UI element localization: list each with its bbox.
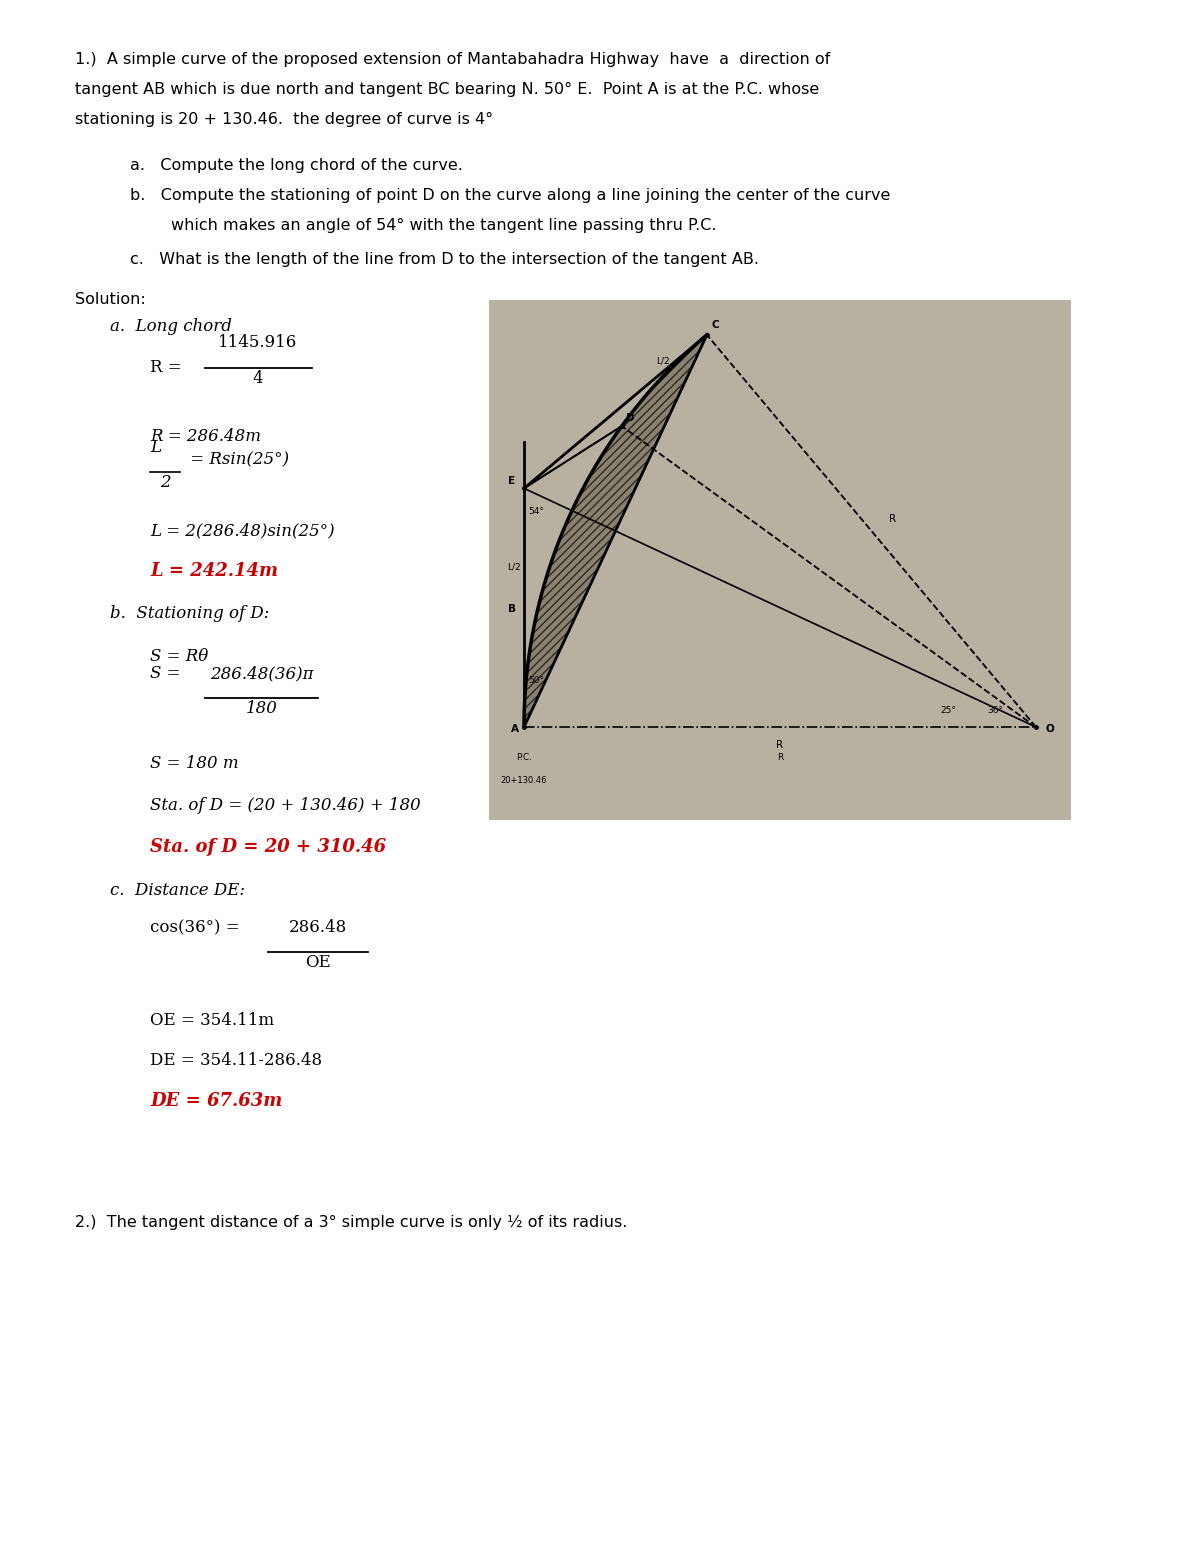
Text: stationing is 20 + 130.46.  the degree of curve is 4°: stationing is 20 + 130.46. the degree of… xyxy=(74,112,493,127)
Text: R: R xyxy=(776,739,784,750)
Text: O: O xyxy=(1045,724,1054,733)
Polygon shape xyxy=(524,335,707,727)
Text: 2: 2 xyxy=(160,474,170,491)
Text: OE: OE xyxy=(305,954,331,971)
Text: tangent AB which is due north and tangent BC bearing N. 50° E.  Point A is at th: tangent AB which is due north and tangen… xyxy=(74,82,820,96)
Text: DE = 354.11-286.48: DE = 354.11-286.48 xyxy=(150,1051,322,1068)
Text: c.   What is the length of the line from D to the intersection of the tangent AB: c. What is the length of the line from D… xyxy=(130,252,760,267)
Text: 20+130.46: 20+130.46 xyxy=(500,776,547,784)
Text: which makes an angle of 54° with the tangent line passing thru P.C.: which makes an angle of 54° with the tan… xyxy=(130,217,716,233)
Text: 4: 4 xyxy=(253,370,263,387)
Text: D: D xyxy=(626,413,635,424)
Text: L/2: L/2 xyxy=(656,357,670,365)
Text: S = 180 m: S = 180 m xyxy=(150,755,239,772)
Text: B: B xyxy=(508,604,516,615)
Text: b.  Stationing of D:: b. Stationing of D: xyxy=(110,606,269,623)
Text: C: C xyxy=(712,320,719,329)
Text: a.  Long chord: a. Long chord xyxy=(110,318,232,335)
Text: 1.)  A simple curve of the proposed extension of Mantabahadra Highway  have  a  : 1.) A simple curve of the proposed exten… xyxy=(74,51,830,67)
Text: 2.)  The tangent distance of a 3° simple curve is only ½ of its radius.: 2.) The tangent distance of a 3° simple … xyxy=(74,1214,628,1230)
Text: OE = 354.11m: OE = 354.11m xyxy=(150,1013,274,1030)
Text: b.   Compute the stationing of point D on the curve along a line joining the cen: b. Compute the stationing of point D on … xyxy=(130,188,890,203)
Text: Sta. of D = 20 + 310.46: Sta. of D = 20 + 310.46 xyxy=(150,839,386,856)
Text: 286.48: 286.48 xyxy=(289,919,347,936)
Text: R =: R = xyxy=(150,359,181,376)
Text: 1145.916: 1145.916 xyxy=(218,334,298,351)
Text: 25°: 25° xyxy=(941,707,956,714)
Text: 180: 180 xyxy=(246,700,278,717)
Text: 54°: 54° xyxy=(529,506,545,516)
Text: R = 286.48m: R = 286.48m xyxy=(150,429,262,446)
Text: = Rsin(25°): = Rsin(25°) xyxy=(185,452,289,469)
Text: L = 2(286.48)sin(25°): L = 2(286.48)sin(25°) xyxy=(150,522,335,539)
Text: 36°: 36° xyxy=(988,707,1003,714)
Text: cos(36°) =: cos(36°) = xyxy=(150,919,240,936)
Text: R: R xyxy=(889,514,896,523)
Text: a.   Compute the long chord of the curve.: a. Compute the long chord of the curve. xyxy=(130,158,463,172)
Text: L/2: L/2 xyxy=(506,562,521,572)
Text: P.C.: P.C. xyxy=(516,753,532,761)
Text: 50°: 50° xyxy=(529,676,545,685)
Text: L: L xyxy=(150,439,161,457)
Text: A: A xyxy=(511,724,520,733)
Text: S =: S = xyxy=(150,665,180,682)
Text: L = 242.14m: L = 242.14m xyxy=(150,562,278,579)
Text: c.  Distance DE:: c. Distance DE: xyxy=(110,882,245,899)
Text: R: R xyxy=(776,753,784,761)
FancyBboxPatch shape xyxy=(490,300,1070,820)
Text: S = Rθ: S = Rθ xyxy=(150,648,209,665)
Text: E: E xyxy=(508,475,515,486)
Text: Solution:: Solution: xyxy=(74,292,145,307)
Text: 286.48(36)π: 286.48(36)π xyxy=(210,665,313,682)
Text: DE = 67.63m: DE = 67.63m xyxy=(150,1092,282,1110)
Text: Sta. of D = (20 + 130.46) + 180: Sta. of D = (20 + 130.46) + 180 xyxy=(150,797,421,814)
